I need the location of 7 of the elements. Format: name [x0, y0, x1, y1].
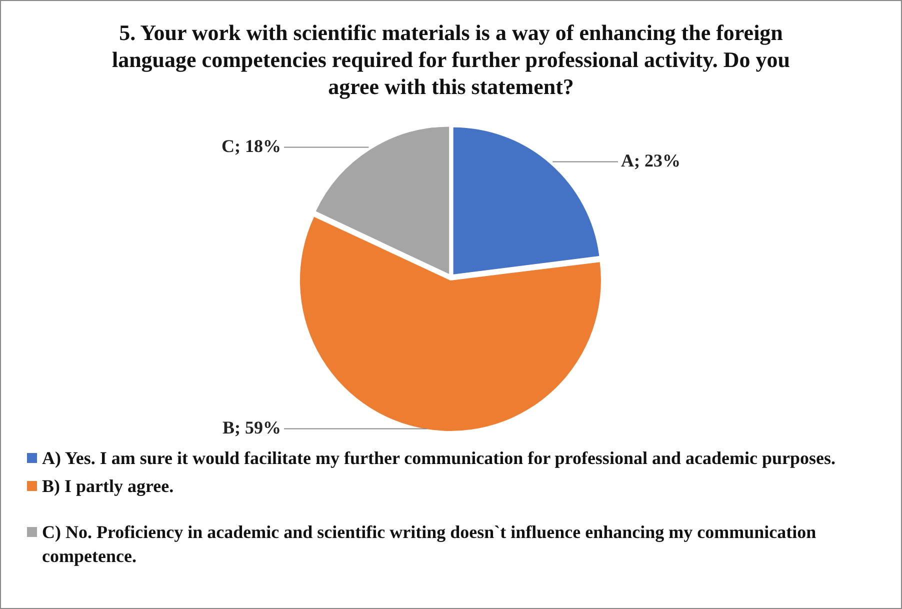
data-label: B; 59% — [222, 417, 281, 438]
legend-label: A) Yes. I am sure it would facilitate my further communication for professional and academic purposes. — [42, 447, 836, 470]
legend-label: B) I partly agree. — [42, 475, 174, 498]
data-label: C; 18% — [222, 136, 281, 156]
data-label: A; 23% — [621, 150, 680, 170]
legend-label: C) No. Proficiency in academic and scientific writing doesn`t influence enhancing my communication competence. — [42, 521, 818, 568]
chart-title: 5. Your work with scientific materials is a way of enhancing the foreign language competencies required for further professional activity. Do you agree with this statement? — [110, 19, 792, 100]
